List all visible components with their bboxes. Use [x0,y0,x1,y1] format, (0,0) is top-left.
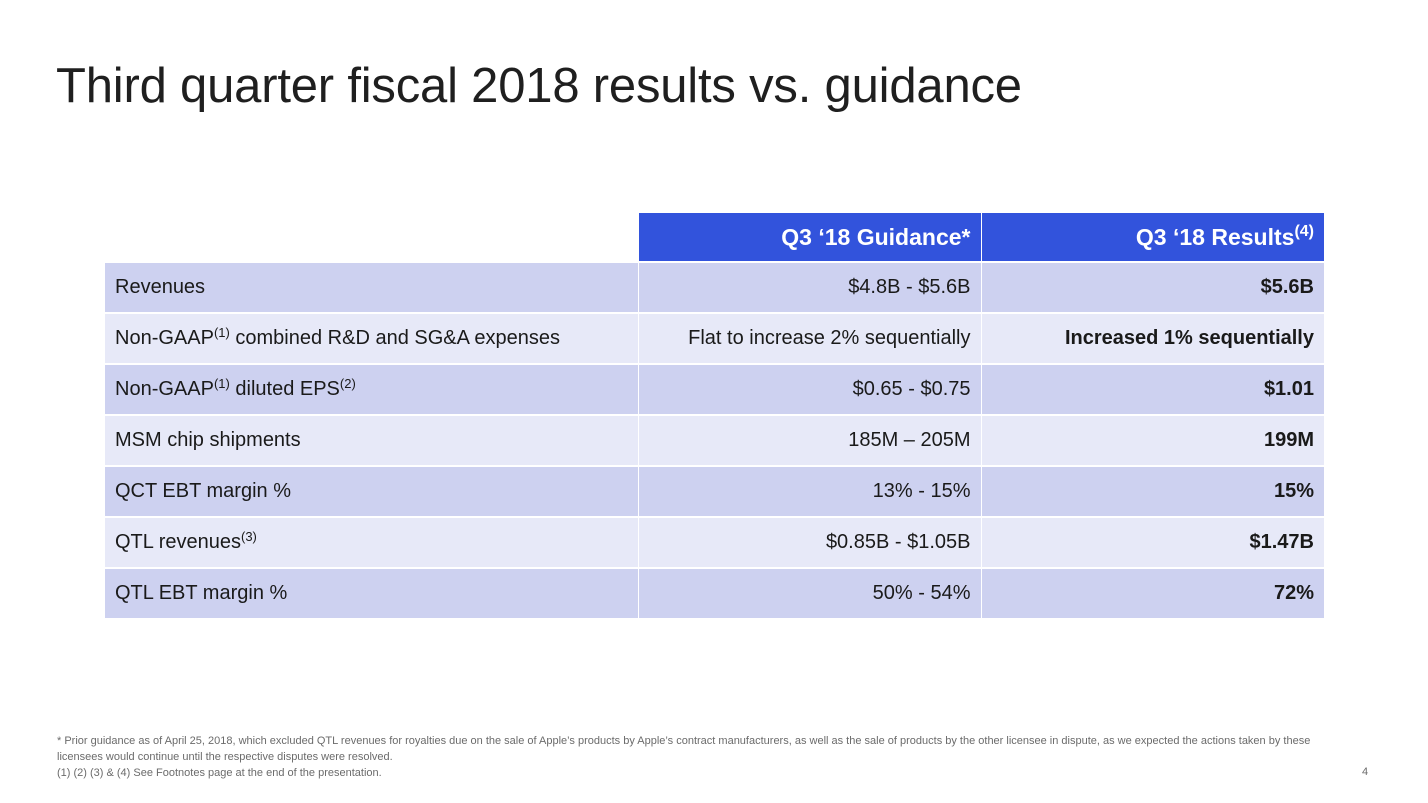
footnote-ref: (3) [241,529,257,544]
guidance-cell: Flat to increase 2% sequentially [638,313,982,365]
prior-guidance-footnote: * Prior guidance as of April 25, 2018, w… [57,735,1311,763]
guidance-cell: $0.85B - $1.05B [638,517,982,569]
table-header-row: Q3 ‘18 Guidance* Q3 ‘18 Results(4) [105,213,1324,263]
guidance-cell: 185M – 205M [638,415,982,467]
table-row-opex: Non-GAAP(1) combined R&D and SG&A expens… [105,313,1324,365]
metric-label: QCT EBT margin % [115,480,291,502]
metric-label-suffix: diluted EPS [229,378,340,400]
metric-cell: Non-GAAP(1) diluted EPS(2) [105,364,639,416]
result-cell: 199M [981,415,1324,467]
metric-label: QTL EBT margin % [115,582,288,604]
table-row-qct-margin: QCT EBT margin % 13% - 15% 15% [105,466,1324,518]
table-row-revenues: Revenues $4.8B - $5.6B $5.6B [105,262,1324,314]
metric-cell: Non-GAAP(1) combined R&D and SG&A expens… [105,313,639,365]
footnotes: * Prior guidance as of April 25, 2018, w… [57,733,1327,781]
footnote-ref: (1) [213,376,230,391]
page-number: 4 [1362,766,1369,778]
metric-label: Non-GAAP [115,378,214,400]
guidance-cell: $4.8B - $5.6B [638,262,982,314]
guidance-cell: $0.65 - $0.75 [638,364,982,416]
table-row-qtl-margin: QTL EBT margin % 50% - 54% 72% [105,568,1324,620]
footnote-ref-2: (2) [339,376,356,391]
guidance-cell: 13% - 15% [638,466,982,518]
header-guidance-label: Q3 ‘18 Guidance* [781,223,971,250]
metric-label: QTL revenues [115,531,241,553]
result-cell: 72% [981,568,1324,620]
see-footnotes-note: (1) (2) (3) & (4) See Footnotes page at … [57,767,382,779]
result-cell: Increased 1% sequentially [981,313,1324,365]
metric-label-suffix: combined R&D and SG&A expenses [229,327,561,349]
metric-label: MSM chip shipments [115,429,301,451]
metric-cell: QTL revenues(3) [105,517,639,569]
header-results: Q3 ‘18 Results(4) [981,213,1324,263]
header-guidance: Q3 ‘18 Guidance* [638,213,982,263]
header-results-footnote-ref: (4) [1294,222,1314,240]
header-results-label: Q3 ‘18 Results [1135,223,1295,250]
metric-cell: Revenues [105,262,639,314]
metric-cell: MSM chip shipments [105,415,639,467]
footnote-ref: (1) [213,325,230,340]
metric-label: Non-GAAP [115,327,214,349]
guidance-cell: 50% - 54% [638,568,982,620]
metric-cell: QCT EBT margin % [105,466,639,518]
slide-title: Third quarter fiscal 2018 results vs. gu… [56,59,1022,113]
results-vs-guidance-table: Q3 ‘18 Guidance* Q3 ‘18 Results(4) Reven… [105,213,1324,620]
metric-label: Revenues [115,276,206,298]
result-cell: $1.01 [981,364,1324,416]
header-blank-cell [105,213,639,263]
metric-cell: QTL EBT margin % [105,568,639,620]
table-row-msm-shipments: MSM chip shipments 185M – 205M 199M [105,415,1324,467]
result-cell: $1.47B [981,517,1324,569]
table-row-eps: Non-GAAP(1) diluted EPS(2) $0.65 - $0.75… [105,364,1324,416]
result-cell: $5.6B [981,262,1324,314]
result-cell: 15% [981,466,1324,518]
table-row-qtl-revenues: QTL revenues(3) $0.85B - $1.05B $1.47B [105,517,1324,569]
